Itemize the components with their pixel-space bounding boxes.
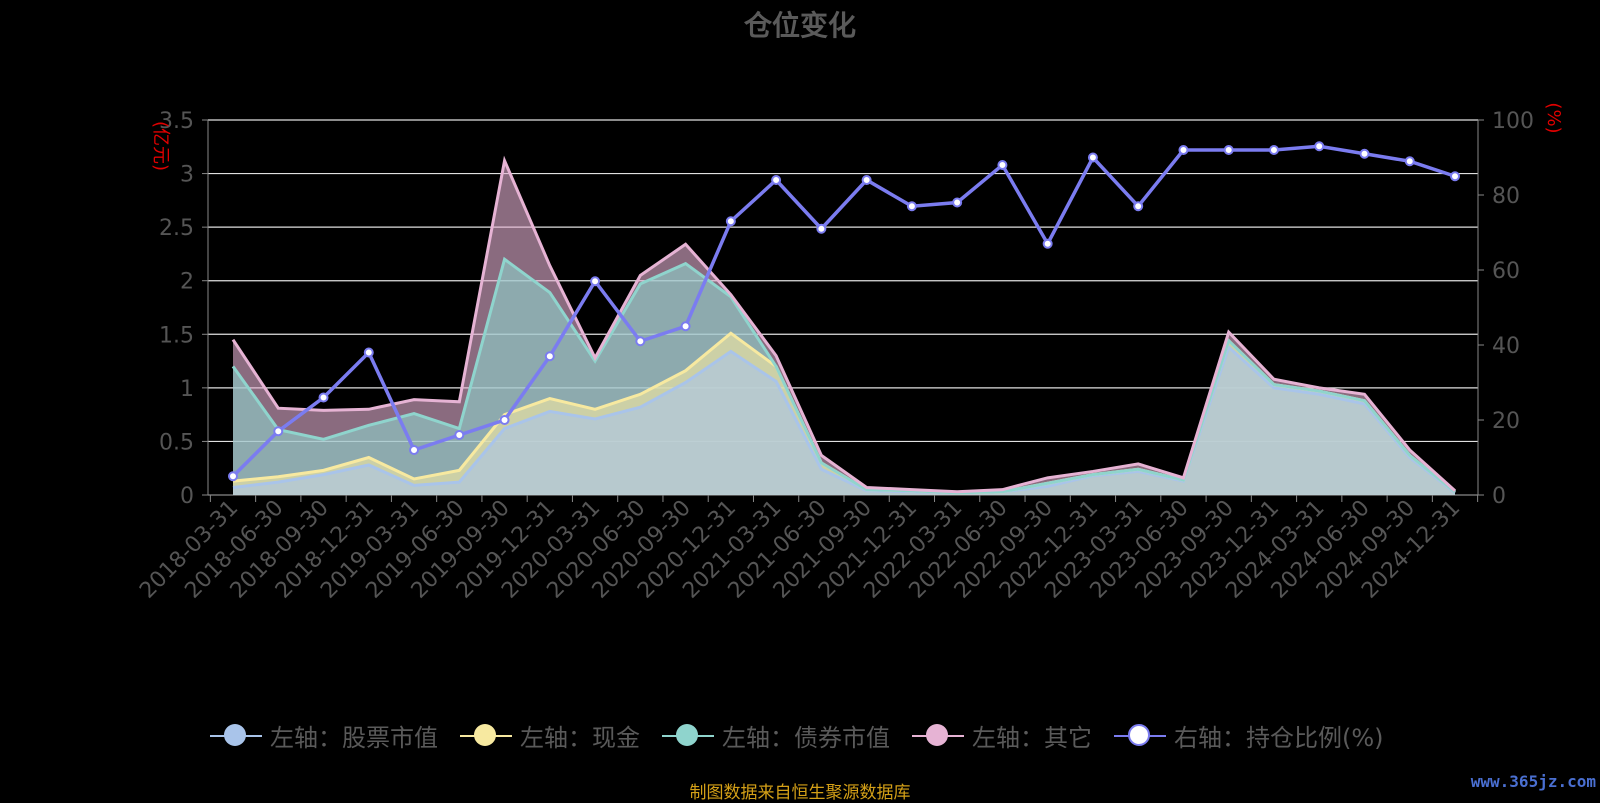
y-left-tick-label: 3 xyxy=(180,163,194,188)
ratio-point xyxy=(499,415,510,425)
legend-marker-cash xyxy=(460,723,512,749)
legend-label-ratio: 右轴：持仓比例(%) xyxy=(1174,724,1384,752)
ratio-point xyxy=(1268,145,1279,155)
y-right-tick-label: 0 xyxy=(1492,484,1506,509)
legend-item-ratio[interactable]: 右轴：持仓比例(%) xyxy=(1114,718,1384,753)
ratio-point xyxy=(454,430,465,440)
legend-item-other[interactable]: 左轴：其它 xyxy=(912,718,1092,753)
ratio-point xyxy=(1223,145,1234,155)
ratio-line xyxy=(231,144,1456,478)
ratio-point xyxy=(906,201,917,212)
legend-item-cash[interactable]: 左轴：现金 xyxy=(460,718,640,753)
ratio-point xyxy=(1042,238,1053,249)
ratio-point xyxy=(861,175,872,185)
y-right-tick-label: 80 xyxy=(1492,184,1520,209)
y-right-unit-label: (%) xyxy=(1543,102,1564,133)
area-line-2 xyxy=(231,256,1456,495)
ratio-point xyxy=(228,471,238,482)
y-right-tick-label: 20 xyxy=(1492,409,1520,434)
ratio-point xyxy=(1087,152,1098,163)
ratio-point xyxy=(273,426,284,437)
ratio-point xyxy=(590,276,601,287)
ratio-point xyxy=(1404,156,1415,167)
ratio-point xyxy=(409,445,420,455)
ratio-point xyxy=(952,197,963,208)
ratio-point xyxy=(1314,141,1325,152)
watermark: www.365jz.com xyxy=(1470,772,1596,791)
y-left-tick-label: 1.5 xyxy=(159,323,194,348)
legend-label-bond: 左轴：债券市值 xyxy=(722,724,890,752)
area-line-3 xyxy=(231,155,1457,494)
legend-item-bond[interactable]: 左轴：债券市值 xyxy=(662,718,890,753)
y-left-tick-label: 3.5 xyxy=(159,109,194,134)
area-0 xyxy=(233,347,1455,495)
chart-legend: 左轴：股票市值 左轴：现金 左轴：债券市值 左轴：其它 右轴：持仓比例(%) xyxy=(210,718,1384,753)
legend-marker-ratio xyxy=(1114,723,1166,749)
ratio-point xyxy=(771,175,782,185)
y-left-tick-label: 1 xyxy=(180,377,194,402)
y-left-tick-label: 0.5 xyxy=(159,430,194,455)
ratio-point xyxy=(318,392,329,403)
y-left-tick-label: 0 xyxy=(180,484,194,509)
ratio-point xyxy=(635,336,646,347)
chart-title: 仓位变化 xyxy=(743,9,856,42)
legend-label-other: 左轴：其它 xyxy=(972,724,1092,752)
legend-marker-stock xyxy=(210,723,262,749)
ratio-point xyxy=(1133,201,1144,212)
data-source-note: 制图数据来自恒生聚源数据库 xyxy=(689,783,911,803)
ratio-point xyxy=(680,321,691,332)
y-left-tick-label: 2 xyxy=(180,270,194,295)
y-right-tick-label: 60 xyxy=(1492,259,1520,284)
area-line-0 xyxy=(232,344,1456,495)
ratio-point xyxy=(544,351,555,362)
ratio-point xyxy=(1450,171,1460,182)
ratio-point xyxy=(1178,145,1189,155)
ratio-point xyxy=(816,223,827,234)
legend-label-cash: 左轴：现金 xyxy=(520,724,640,752)
ratio-point xyxy=(1359,148,1370,159)
ratio-point xyxy=(725,216,736,227)
legend-marker-bond xyxy=(662,723,714,749)
ratio-point xyxy=(363,347,374,358)
y-left-tick-label: 2.5 xyxy=(159,216,194,241)
y-right-tick-label: 40 xyxy=(1492,334,1520,359)
legend-item-stock[interactable]: 左轴：股票市值 xyxy=(210,718,438,753)
legend-label-stock: 左轴：股票市值 xyxy=(270,724,438,752)
y-right-tick-label: 100 xyxy=(1492,109,1534,134)
y-left-unit-label: (亿元) xyxy=(150,121,171,171)
ratio-point xyxy=(997,160,1008,170)
legend-marker-other xyxy=(912,723,964,749)
